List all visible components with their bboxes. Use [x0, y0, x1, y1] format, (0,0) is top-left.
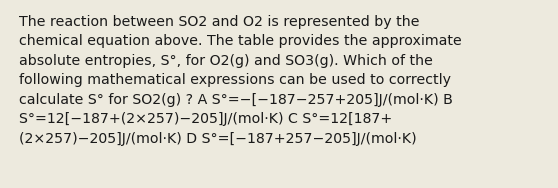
Text: The reaction between SO2 and O2 is represented by the
chemical equation above. T: The reaction between SO2 and O2 is repre…	[19, 15, 462, 146]
